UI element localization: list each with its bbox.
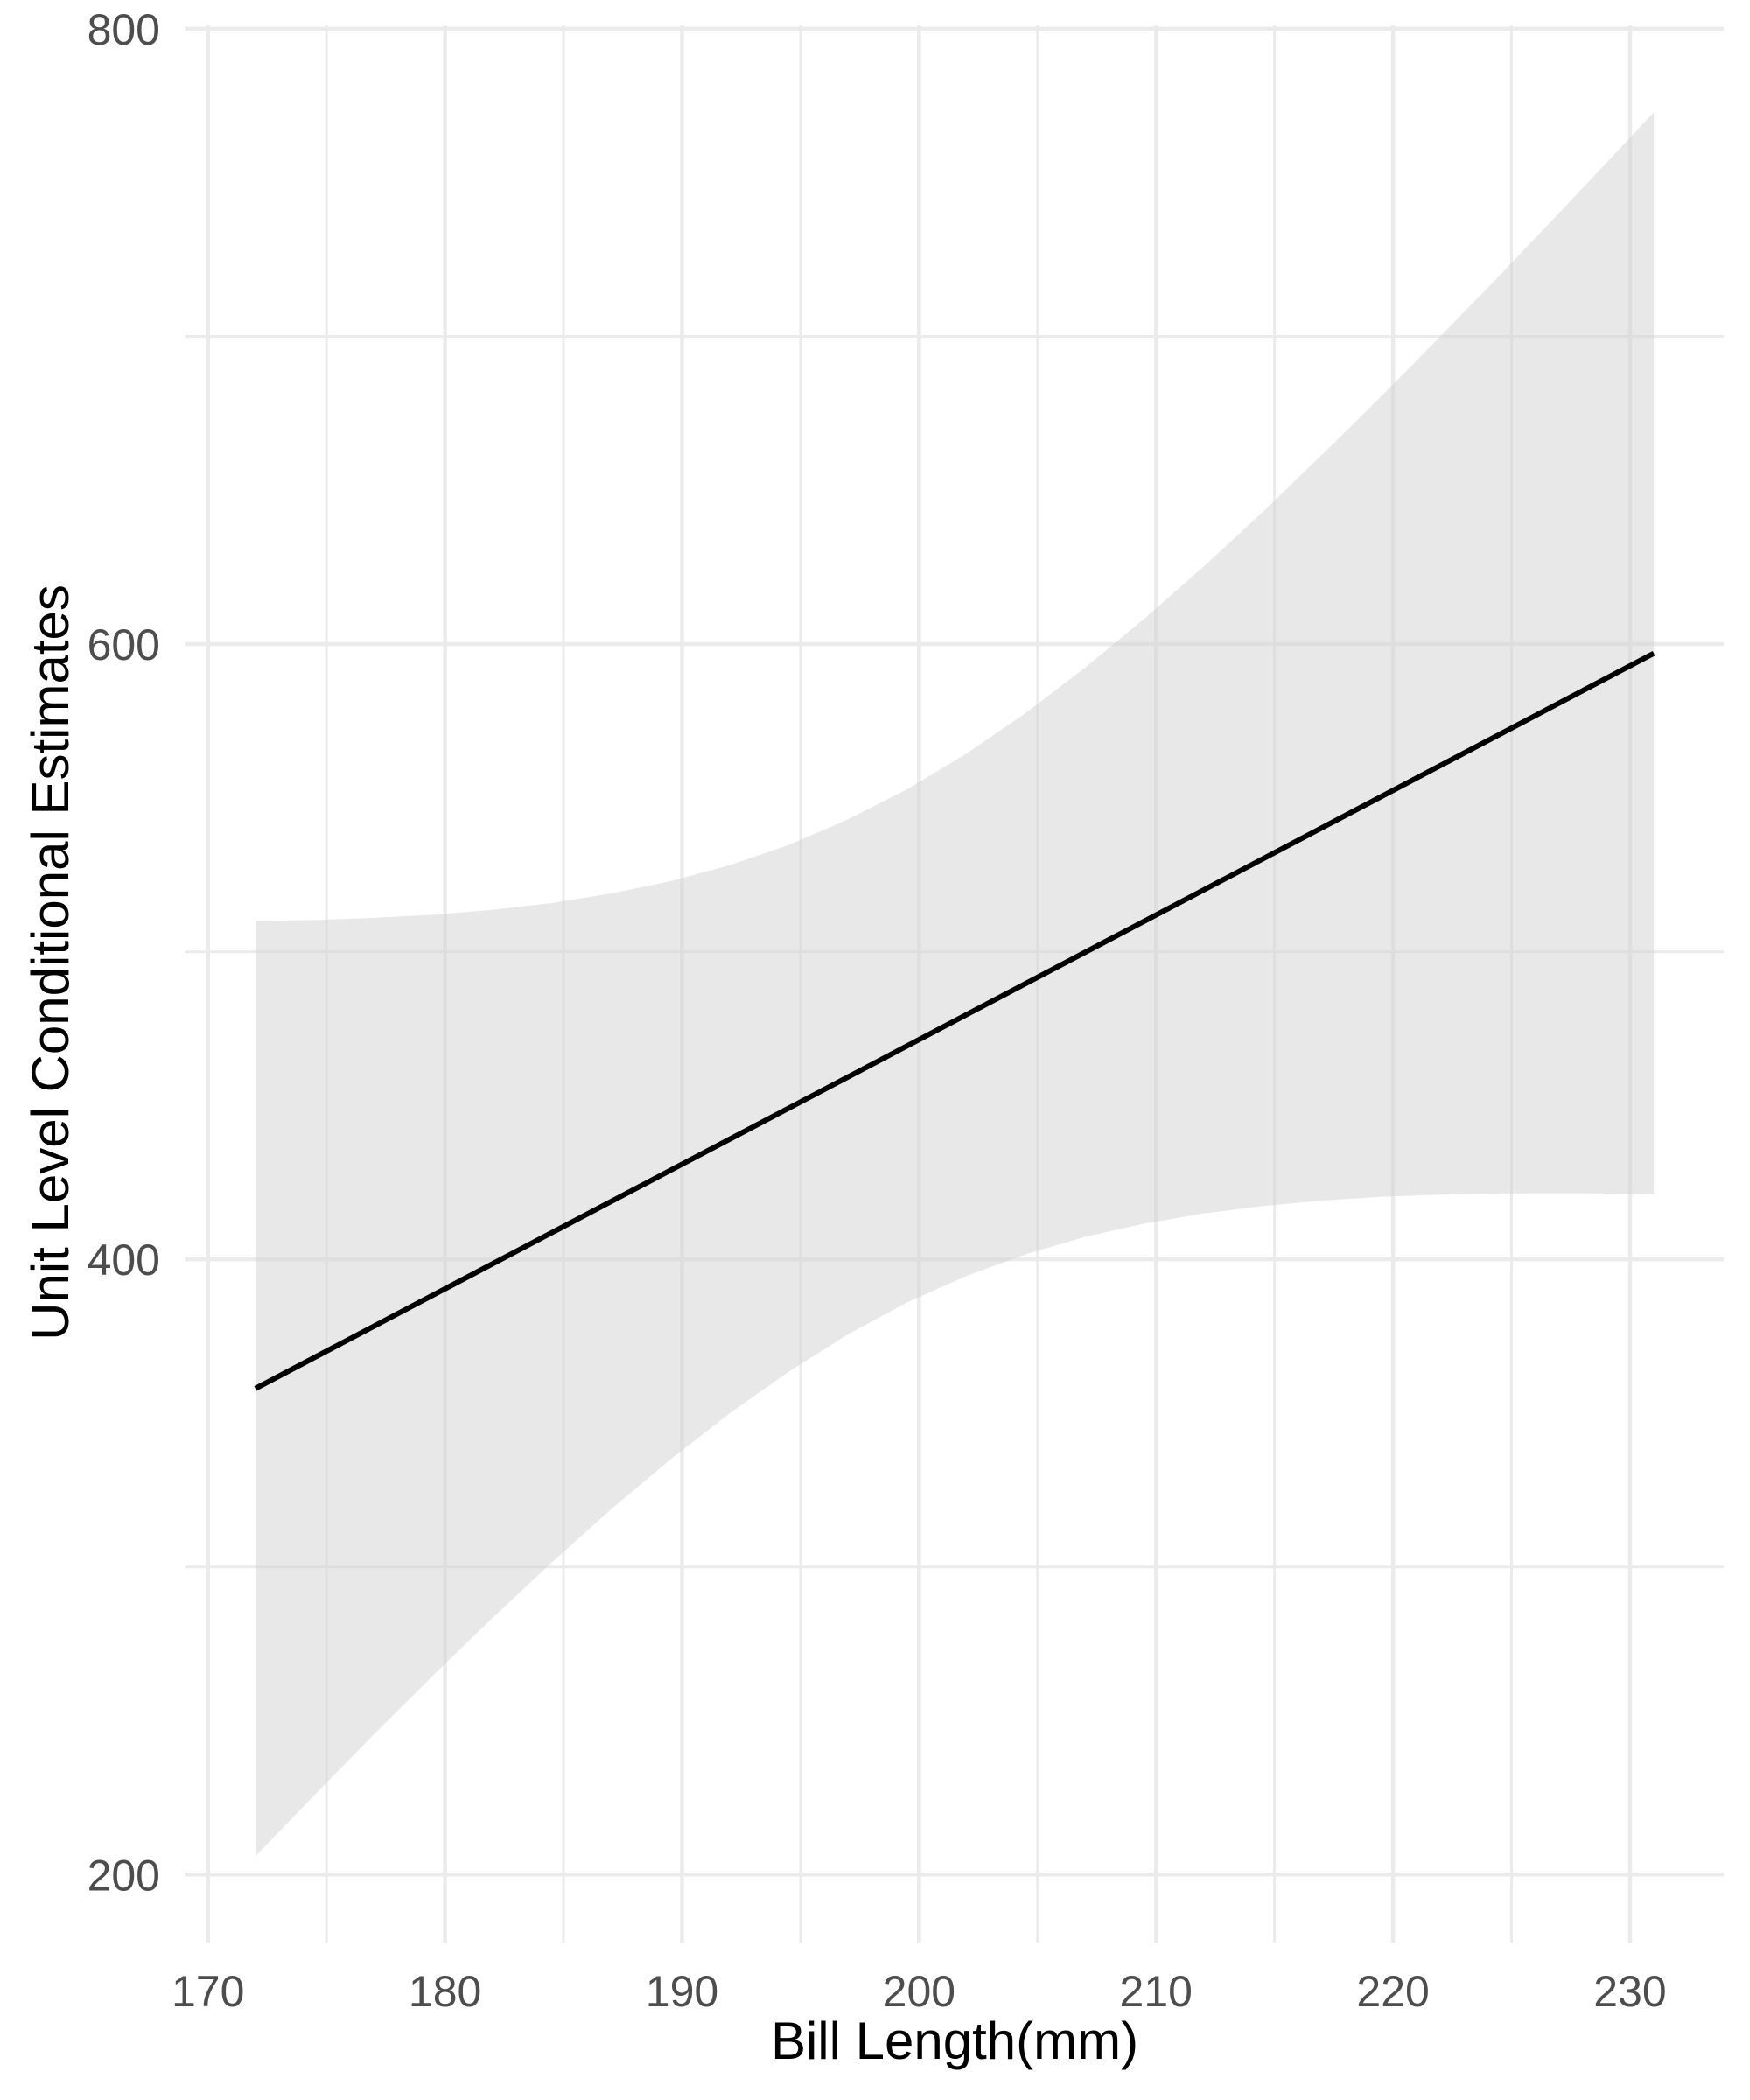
x-tick-label: 230 bbox=[1593, 1967, 1666, 2016]
x-tick-label: 210 bbox=[1120, 1967, 1193, 2016]
y-tick-label: 600 bbox=[88, 620, 160, 669]
x-tick-label: 170 bbox=[172, 1967, 244, 2016]
x-axis-title: Bill Length(mm) bbox=[771, 2012, 1138, 2070]
confidence-ribbon bbox=[255, 112, 1655, 1857]
y-tick-label: 400 bbox=[88, 1236, 160, 1284]
x-tick-label: 180 bbox=[409, 1967, 481, 2016]
x-tick-label: 190 bbox=[646, 1967, 718, 2016]
x-tick-label: 220 bbox=[1356, 1967, 1429, 2016]
y-axis-tick-labels: 200 400 600 800 bbox=[88, 5, 160, 1900]
y-tick-label: 800 bbox=[88, 5, 160, 54]
y-tick-label: 200 bbox=[88, 1851, 160, 1900]
y-axis-title: Unit Level Conditional Estimates bbox=[21, 584, 80, 1340]
x-axis-tick-labels: 170 180 190 200 210 220 230 bbox=[172, 1967, 1667, 2016]
regression-line bbox=[254, 650, 1656, 1391]
x-tick-label: 200 bbox=[883, 1967, 956, 2016]
